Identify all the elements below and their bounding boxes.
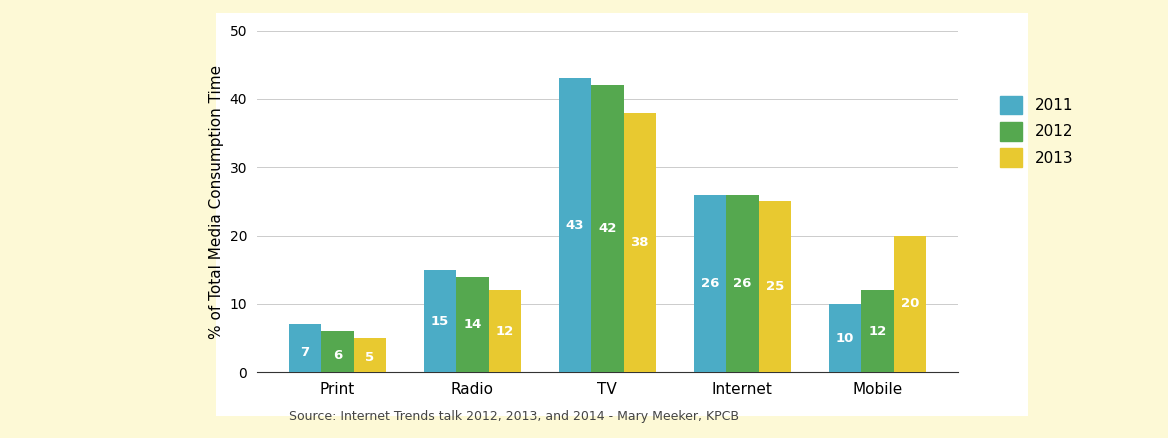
Bar bbox=[591, 85, 624, 372]
Text: 20: 20 bbox=[901, 297, 919, 311]
Text: 38: 38 bbox=[631, 236, 649, 249]
Text: 7: 7 bbox=[300, 346, 310, 359]
Text: 25: 25 bbox=[765, 280, 784, 293]
Bar bbox=[758, 201, 791, 372]
Text: 42: 42 bbox=[598, 223, 617, 235]
Bar bbox=[726, 194, 758, 372]
Bar bbox=[829, 304, 861, 372]
Text: Source: Internet Trends talk 2012, 2013, and 2014 - Mary Meeker, KPCB: Source: Internet Trends talk 2012, 2013,… bbox=[288, 410, 739, 423]
Bar bbox=[424, 270, 457, 372]
Text: 12: 12 bbox=[868, 325, 887, 338]
Bar bbox=[861, 290, 894, 372]
Text: 5: 5 bbox=[366, 351, 375, 364]
Bar bbox=[321, 331, 354, 372]
Text: 26: 26 bbox=[701, 277, 719, 290]
Text: 26: 26 bbox=[734, 277, 751, 290]
Bar bbox=[288, 325, 321, 372]
Text: 12: 12 bbox=[495, 325, 514, 338]
Bar bbox=[558, 78, 591, 372]
Bar bbox=[624, 113, 656, 372]
Y-axis label: % of Total Media Consumption Time: % of Total Media Consumption Time bbox=[209, 64, 224, 339]
Bar bbox=[457, 277, 488, 372]
Text: 10: 10 bbox=[836, 332, 854, 345]
Legend: 2011, 2012, 2013: 2011, 2012, 2013 bbox=[994, 89, 1079, 173]
Text: 14: 14 bbox=[464, 318, 481, 331]
Text: 43: 43 bbox=[565, 219, 584, 232]
Bar bbox=[488, 290, 521, 372]
Text: 15: 15 bbox=[431, 314, 450, 328]
Bar bbox=[894, 236, 926, 372]
Text: 6: 6 bbox=[333, 349, 342, 362]
Bar bbox=[354, 338, 385, 372]
Bar bbox=[694, 194, 726, 372]
